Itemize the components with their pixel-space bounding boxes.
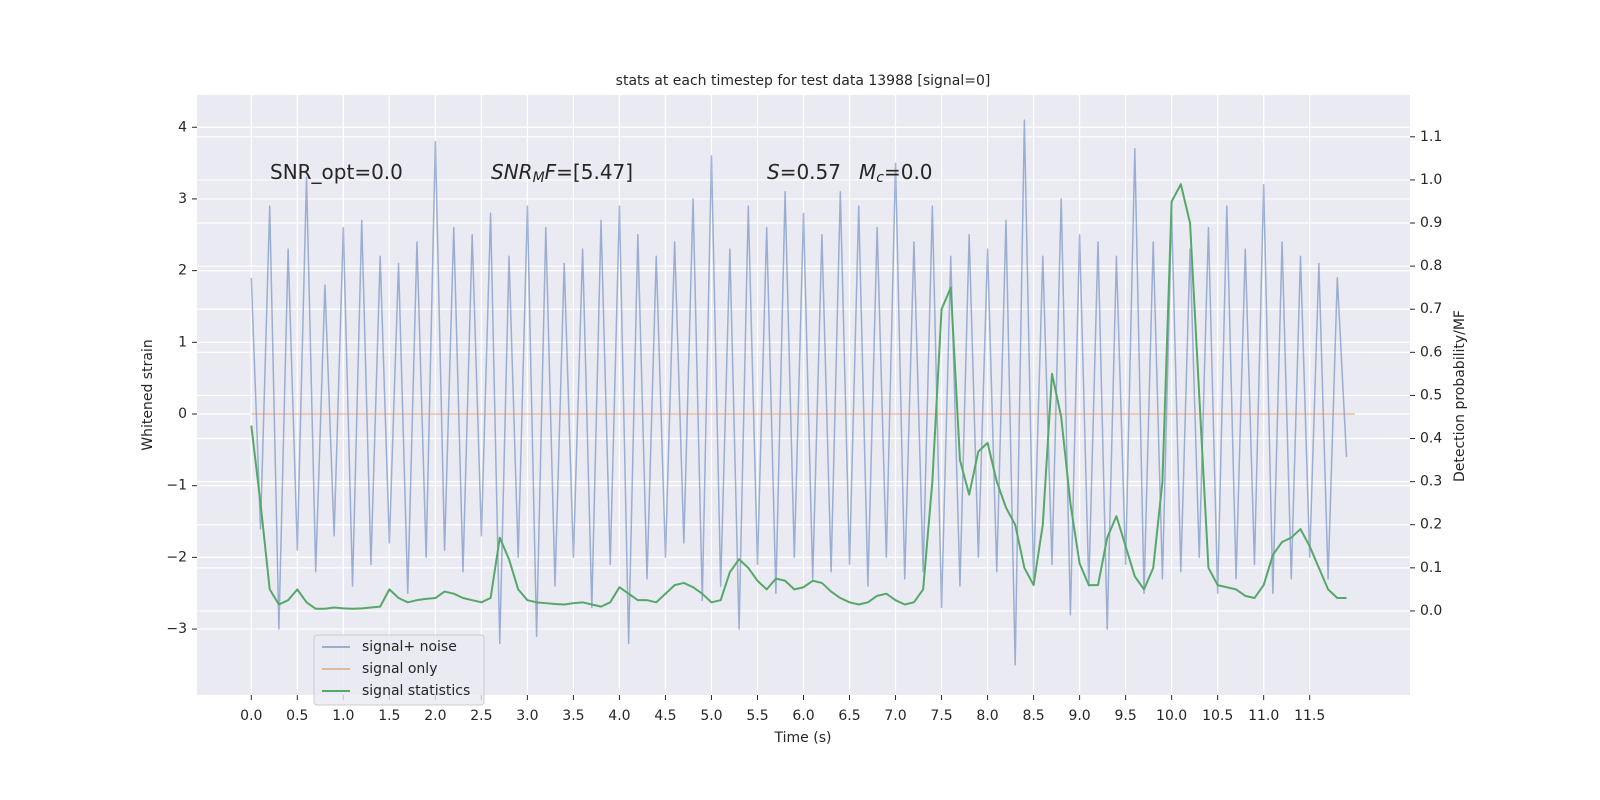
labels: 0.0 0.5 1.0 1.5 2.0 2.5 3.0 3.5 4.0 4.5 5.0 5.5 6.0 6…: [166, 119, 1442, 724]
x-tick-label: 3.0: [516, 708, 538, 724]
x-tick-label: 8.0: [976, 708, 998, 724]
annotation-part: =0.0: [884, 160, 933, 184]
chart-title: stats at each timestep for test data 139…: [616, 73, 991, 89]
y2-tick-label: 0.8: [1420, 258, 1442, 274]
y2-tick-label: 1.0: [1420, 172, 1442, 188]
annotation-part: S: [767, 160, 780, 184]
x-tick-label: 7.0: [884, 708, 906, 724]
x-tick-label: 2.0: [424, 708, 446, 724]
y-tick-label: −1: [166, 478, 187, 494]
annotation-part: M: [859, 160, 876, 184]
annotation-part: SNR_opt=0.0: [270, 160, 403, 184]
x-axis-label: Time (s): [774, 730, 832, 746]
annotation-part: =0.57: [780, 160, 841, 184]
series-line: [250, 119, 1348, 666]
annotation: S=0.57: [767, 160, 841, 184]
annotation-part: =[5.47]: [556, 160, 633, 184]
x-tick-label: 4.0: [608, 708, 630, 724]
x-tick-label: 4.5: [654, 708, 676, 724]
y2-tick-label: 1.1: [1420, 129, 1442, 145]
annotation: SNRMF=[5.47]: [491, 160, 633, 187]
x-tick-label: 11.5: [1294, 708, 1325, 724]
y-tick-label: 2: [178, 263, 187, 279]
x-tick-label: 9.5: [1114, 708, 1136, 724]
y2-tick-label: 0.2: [1420, 517, 1442, 533]
marks: [250, 119, 1355, 666]
y2-tick-label: 0.9: [1420, 215, 1442, 231]
x-tick-label: 0.5: [286, 708, 308, 724]
x-tick-label: 0.0: [240, 708, 262, 724]
x-tick-label: 7.5: [930, 708, 952, 724]
x-tick-label: 3.5: [562, 708, 584, 724]
legend: signal+ noise signal only signal statistic…: [313, 634, 485, 706]
annotation-part: SNR: [491, 160, 533, 184]
y-tick-label: 4: [178, 119, 187, 135]
annotation: Mc=0.0: [859, 160, 933, 187]
series-line: [250, 183, 1347, 610]
y-tick-label: 3: [178, 191, 187, 207]
x-tick-label: 5.5: [746, 708, 768, 724]
y-tick-label: −3: [166, 621, 187, 637]
legend-label: signal statistics: [362, 683, 470, 699]
y2-tick-label: 0.4: [1420, 431, 1442, 447]
legend-label: signal+ noise: [362, 639, 457, 655]
y2-tick-label: 0.0: [1420, 603, 1442, 619]
y2-axis-label: Detection probability/MF: [1452, 310, 1468, 482]
y-axis-label: Whitened strain: [140, 339, 156, 450]
y2-tick-label: 0.6: [1420, 344, 1442, 360]
annotation-part: c: [876, 170, 884, 186]
annotation: SNR_opt=0.0: [270, 160, 403, 184]
y-tick-label: 1: [178, 334, 187, 350]
x-tick-label: 9.0: [1068, 708, 1090, 724]
x-tick-label: 2.5: [470, 708, 492, 724]
x-tick-label: 8.5: [1022, 708, 1044, 724]
x-tick-label: 10.0: [1156, 708, 1187, 724]
x-tick-label: 10.5: [1202, 708, 1233, 724]
x-tick-label: 1.0: [332, 708, 354, 724]
y2-tick-label: 0.3: [1420, 474, 1442, 490]
x-tick-label: 6.5: [838, 708, 860, 724]
x-tick-label: 6.0: [792, 708, 814, 724]
y2-tick-label: 0.1: [1420, 560, 1442, 576]
x-tick-label: 11.0: [1248, 708, 1279, 724]
x-tick-label: 5.0: [700, 708, 722, 724]
legend-label: signal only: [362, 661, 437, 677]
x-tick-label: 1.5: [378, 708, 400, 724]
annotation-part: M: [533, 170, 545, 186]
y2-tick-label: 0.7: [1420, 301, 1442, 317]
y-tick-label: −2: [166, 549, 187, 565]
y-tick-label: 0: [178, 406, 187, 422]
y2-tick-label: 0.5: [1420, 387, 1442, 403]
legend-box: [313, 634, 485, 706]
annotation-part: F: [545, 160, 557, 184]
